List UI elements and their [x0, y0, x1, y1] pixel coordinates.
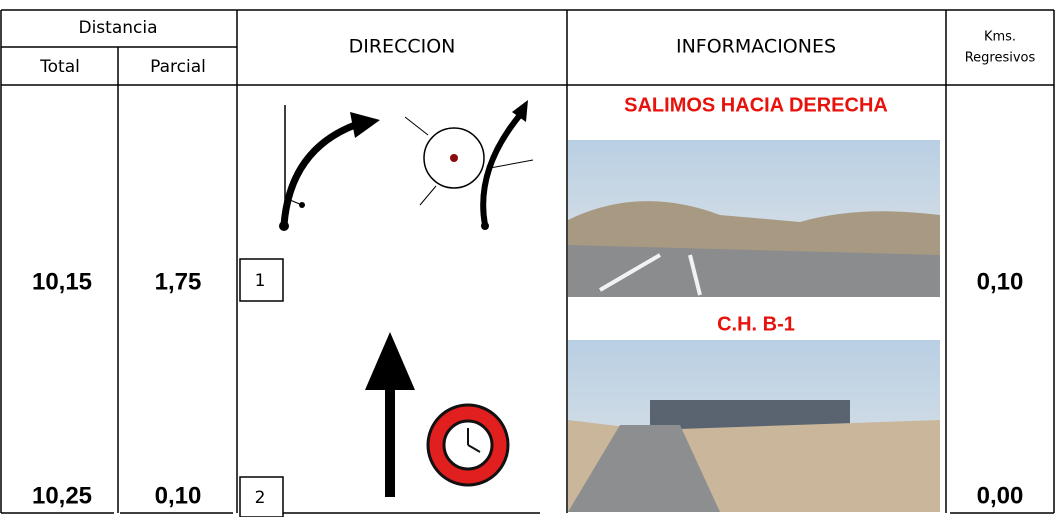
header-parcial: Parcial [150, 57, 206, 77]
grid-lines [0, 9, 1055, 514]
header-regresivos: Regresivos [965, 51, 1036, 66]
step-box [239, 258, 284, 302]
total: 10,15 [32, 268, 92, 295]
header-total: Total [39, 57, 80, 77]
photo-road [568, 425, 720, 512]
step-number: 1 [255, 271, 266, 291]
header-informaciones: INFORMACIONES [676, 36, 836, 58]
photo-markings [598, 253, 702, 296]
direction-diagram [365, 332, 510, 497]
direction-diagram [279, 100, 534, 231]
parcial: 1,75 [155, 268, 202, 295]
header-kms: Kms. [984, 30, 1016, 45]
total: 10,25 [32, 482, 92, 509]
info-text: SALIMOS HACIA DERECHA [624, 94, 888, 116]
kms: 0,10 [977, 268, 1024, 295]
step-box [239, 476, 284, 518]
photo-road [568, 245, 940, 297]
kms: 0,00 [977, 482, 1024, 509]
header-distancia: Distancia [78, 18, 157, 38]
info-text: C.H. B-1 [717, 313, 795, 335]
parcial: 0,10 [155, 482, 202, 509]
header-direccion: DIRECCION [349, 36, 456, 58]
step-number: 2 [255, 488, 266, 508]
